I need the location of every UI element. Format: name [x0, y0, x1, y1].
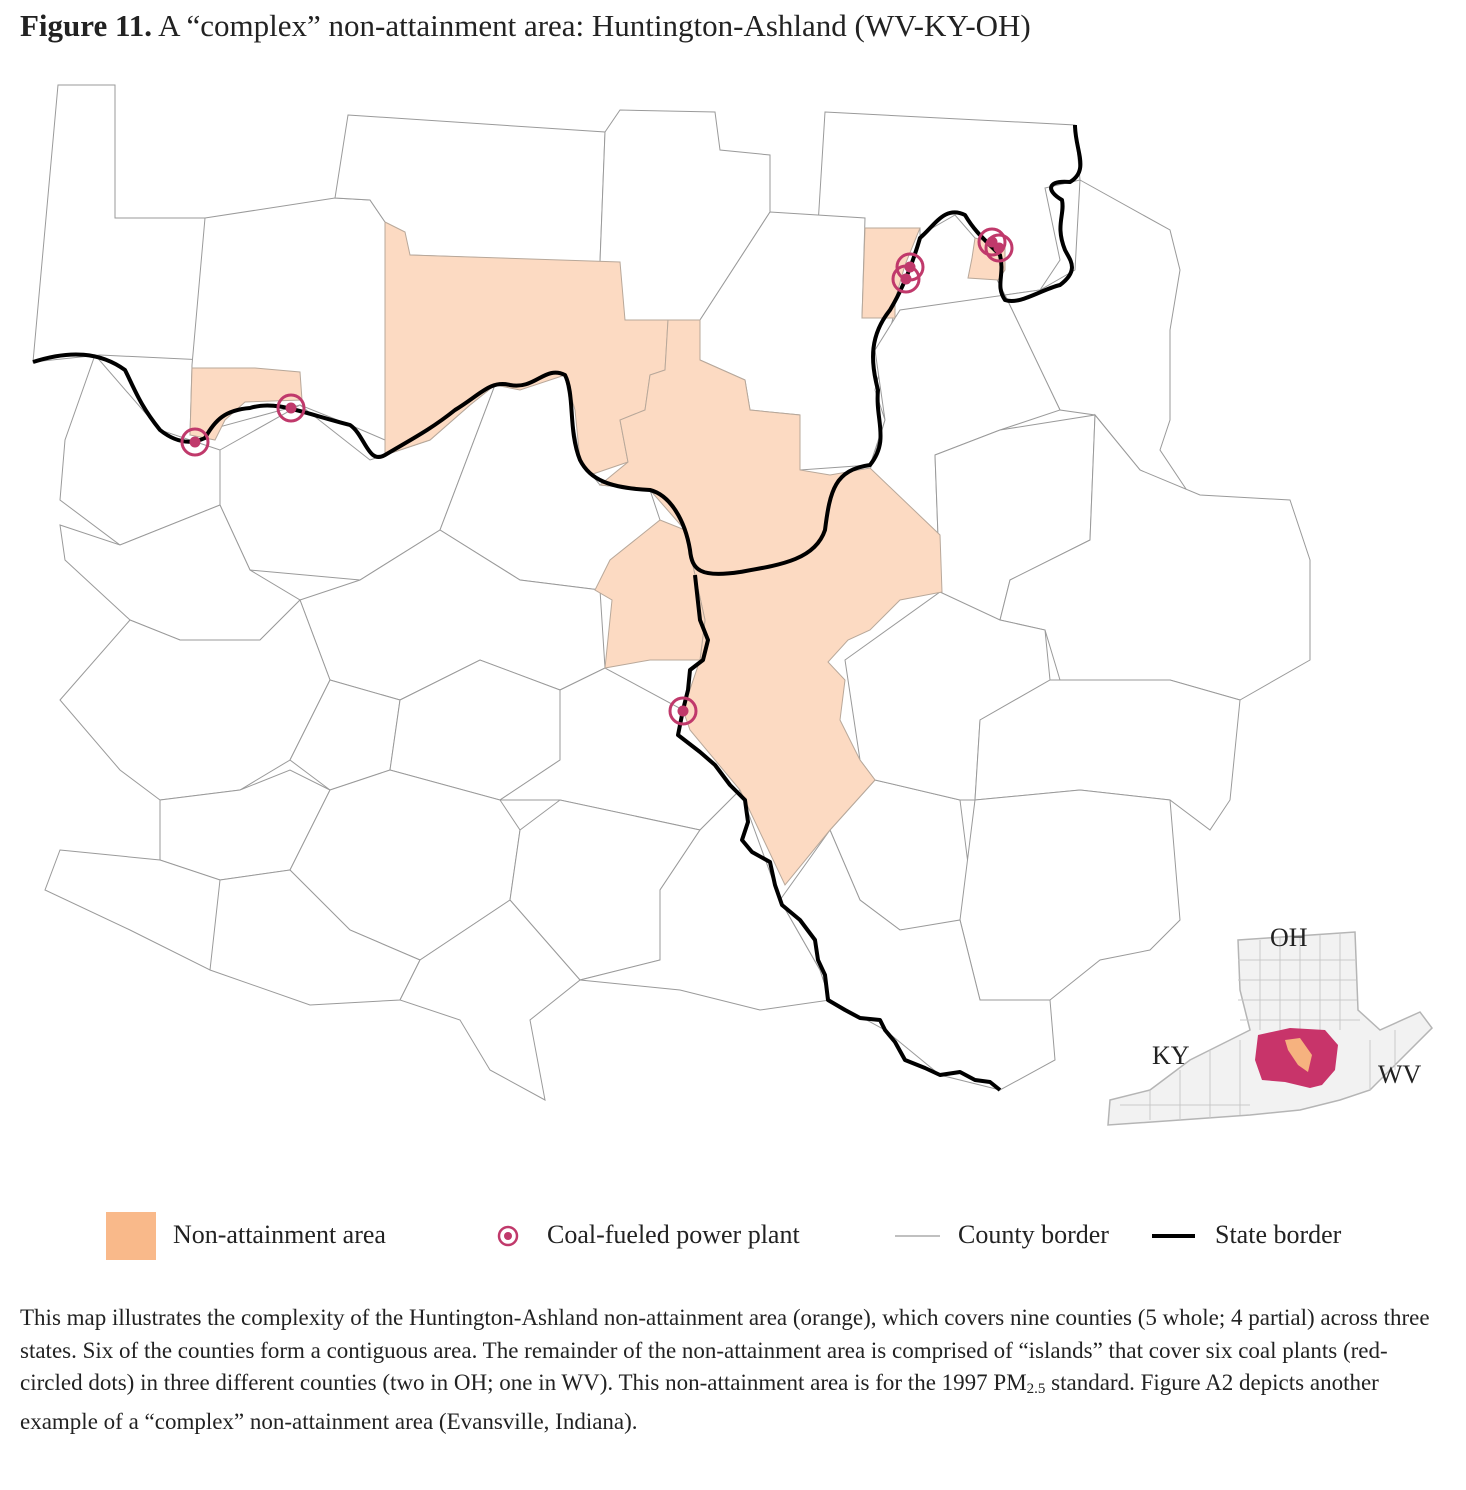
caption-text: This map illustrates the complexity of t… [20, 1305, 1430, 1395]
legend-plant [497, 1225, 519, 1247]
map: OH KY WV Non-attainment area Coal-fueled… [32, 84, 1433, 1260]
state-border [32, 124, 1083, 576]
inset-map: OH KY WV [1107, 923, 1433, 1126]
inset-label: KY [1152, 1041, 1190, 1070]
counties [32, 84, 1311, 1101]
legend-label: County border [958, 1220, 1109, 1249]
county [399, 899, 581, 1101]
inset-highlight [1285, 1038, 1312, 1072]
power-plant [891, 264, 921, 294]
figure-label: Figure 11. [20, 8, 153, 43]
caption: This map illustrates the complexity of t… [20, 1302, 1440, 1438]
legend-label: Non-attainment area [173, 1220, 386, 1249]
figure-title: Figure 11. A “complex” non-attainment ar… [20, 8, 1031, 44]
inset-grid [1120, 934, 1396, 1120]
state-border [676, 574, 1002, 1092]
power-plant [984, 233, 1014, 263]
county [959, 789, 1181, 1001]
inset-region [1107, 931, 1433, 1126]
caption-text: standard. Figure A2 depicts another exam… [20, 1370, 1379, 1434]
county [32, 84, 206, 363]
legend-label: Coal-fueled power plant [547, 1220, 800, 1249]
power-plant [276, 393, 306, 423]
legend-swatch [106, 1212, 156, 1260]
title-text: A “complex” non-attainment area: Hunting… [158, 8, 1031, 43]
legend: Non-attainment area Coal-fueled power pl… [106, 1212, 1342, 1260]
inset-label: OH [1270, 923, 1308, 952]
power-plant [668, 696, 698, 726]
inset-label: WV [1378, 1060, 1422, 1089]
power-plant [180, 427, 210, 457]
legend-label: State border [1215, 1220, 1342, 1249]
caption-subscript: 2.5 [1026, 1381, 1046, 1397]
state-borders [32, 124, 1083, 1092]
legend-plant-dot [504, 1232, 512, 1240]
power-plants [180, 227, 1014, 726]
